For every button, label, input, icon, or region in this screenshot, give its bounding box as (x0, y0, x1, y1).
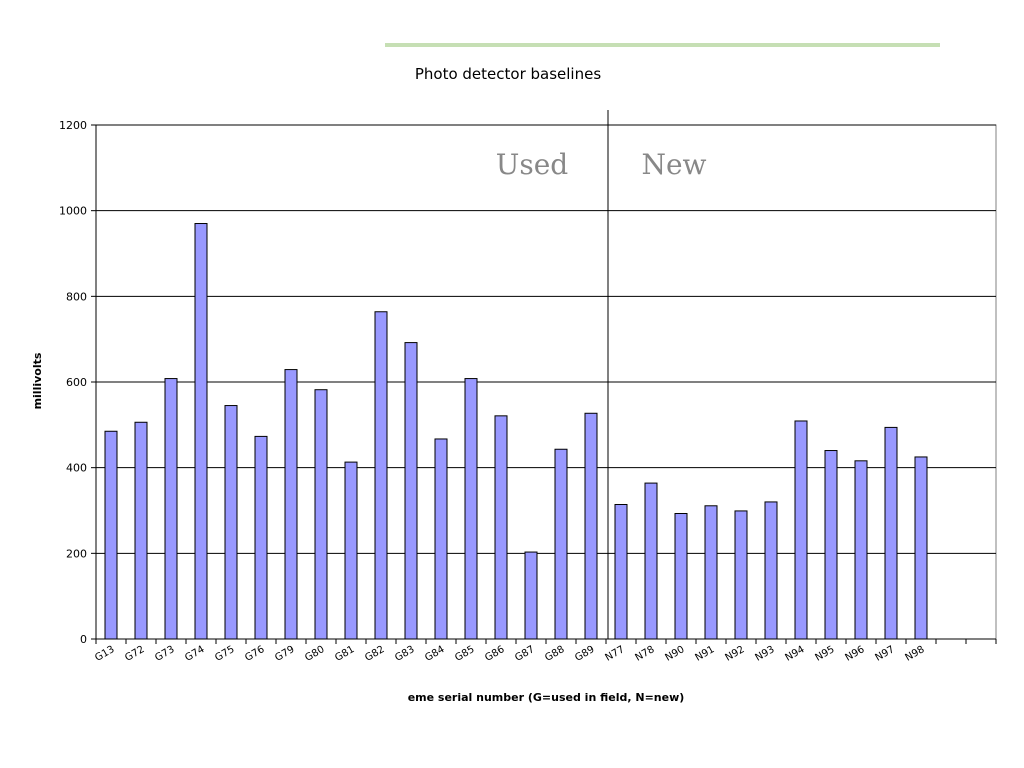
y-tick-label: 1200 (59, 119, 87, 132)
x-tick-label: G81 (333, 644, 356, 664)
x-tick-label: G79 (273, 644, 296, 664)
bar (824, 450, 838, 640)
x-tick-label: G82 (363, 644, 386, 664)
x-tick-label: G88 (543, 644, 566, 664)
y-tick-label: 200 (66, 547, 87, 560)
x-axis-label: eme serial number (G=used in field, N=ne… (408, 691, 685, 704)
x-tick-label: G84 (423, 644, 446, 664)
bar (854, 460, 868, 640)
x-tick-label: G72 (123, 644, 146, 664)
bar (134, 421, 148, 640)
bar (704, 505, 718, 640)
x-tick-label: N97 (873, 644, 896, 664)
bar (764, 501, 778, 640)
x-tick-labels: G13 G72 G73 G74 G75 G76 G79 G80 G81 G82 G83 G84 G85 G… (93, 644, 926, 664)
bar (194, 223, 208, 640)
y-tick-labels: 0 200 400 600 800 1000 1200 (59, 119, 87, 646)
bar (254, 435, 268, 640)
bar (554, 448, 568, 640)
x-tick-label: N92 (723, 644, 746, 664)
x-tick-label: N95 (813, 644, 836, 664)
bar (494, 415, 508, 640)
y-tick-label: 0 (80, 633, 87, 646)
y-tick-label: 600 (66, 376, 87, 389)
y-tick-label: 400 (66, 462, 87, 475)
y-axis-label: millivolts (31, 352, 44, 409)
x-tick-label: N78 (633, 644, 656, 664)
chart-title: Photo detector baselines (415, 65, 601, 83)
annotation-new: New (641, 148, 706, 181)
bar (404, 342, 418, 640)
bar (584, 412, 598, 640)
bar (614, 504, 628, 640)
bar (374, 311, 388, 640)
bar (914, 456, 928, 640)
decorative-top-rule (385, 43, 940, 47)
x-tick-label: G13 (93, 644, 116, 664)
bar (104, 430, 118, 640)
x-tick-label: G74 (183, 644, 206, 664)
bar (524, 551, 538, 640)
x-tick-label: N77 (603, 644, 626, 664)
bar (344, 461, 358, 640)
bar (464, 378, 478, 640)
x-tick-label: G76 (243, 644, 266, 664)
x-tick-label: G73 (153, 644, 176, 664)
annotation-used: Used (496, 148, 569, 181)
x-tick-label: N98 (903, 644, 926, 664)
y-tick-label: 800 (66, 290, 87, 303)
axes (91, 110, 997, 644)
x-tick-label: G83 (393, 644, 416, 664)
x-tick-label: G80 (303, 644, 326, 664)
x-tick-label: G75 (213, 644, 236, 664)
bar (314, 389, 328, 640)
x-tick-label: N93 (753, 644, 776, 664)
bar (434, 438, 448, 640)
bars (104, 223, 928, 640)
x-tick-label: G89 (573, 644, 596, 664)
x-tick-label: N96 (843, 644, 866, 664)
x-tick-label: N90 (663, 644, 686, 664)
bar (884, 426, 898, 640)
bar (734, 510, 748, 640)
x-tick-label: N91 (693, 644, 716, 664)
x-tick-label: G85 (453, 644, 476, 664)
bar (164, 378, 178, 640)
bar (674, 512, 688, 640)
bar (224, 405, 238, 640)
bar (644, 482, 658, 640)
bar (284, 369, 298, 640)
x-tick-label: G87 (513, 644, 536, 664)
x-tick-label: N94 (783, 644, 806, 664)
y-tick-label: 1000 (59, 205, 87, 218)
gridlines (95, 124, 997, 640)
x-tick-label: G86 (483, 644, 506, 664)
bar (794, 420, 808, 640)
